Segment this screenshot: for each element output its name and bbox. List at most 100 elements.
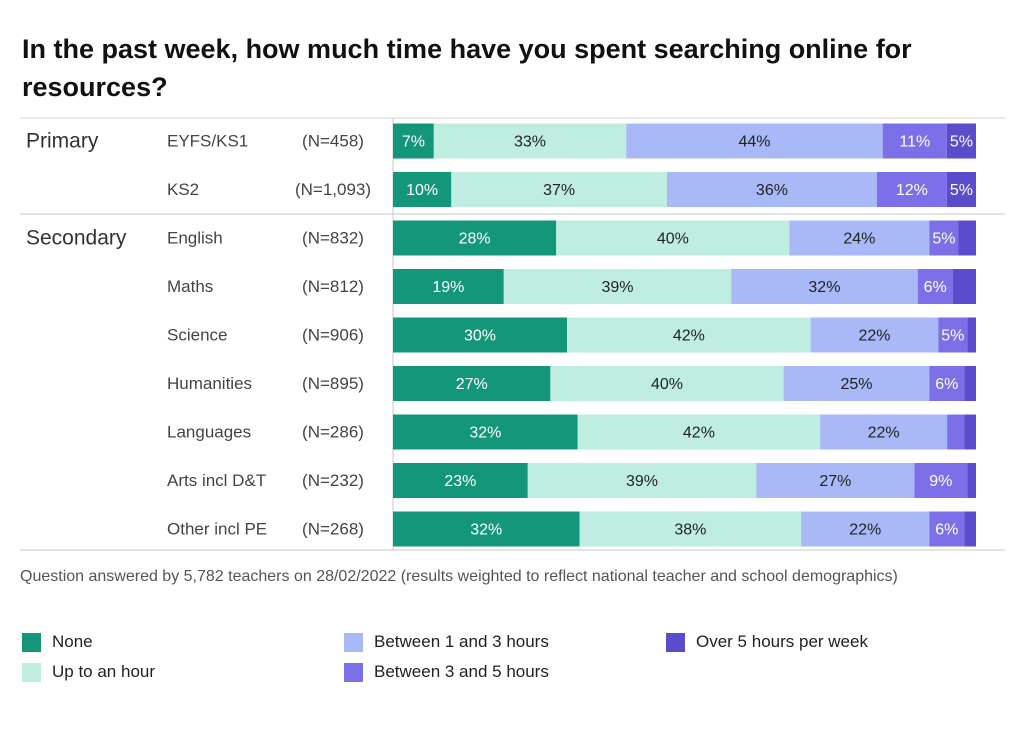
legend-swatch-up-to-an-hour [22,662,41,682]
data-label-languages-none: 32% [469,425,501,442]
legend: None Up to an hour Between 1 and 3 hours… [0,632,1024,692]
sample-size-other-incl-pe: (N=268) [302,520,364,539]
bar-segment-english-up-to-an-hour [556,220,790,256]
data-label-humanities-between-3-and-5-hours: 6% [935,376,958,393]
bar-segment-humanities-between-3-and-5-hours [929,366,965,401]
legend-label-none: None [52,632,93,651]
bar-segment-humanities-up-to-an-hour [550,366,784,401]
data-label-arts-incl-d-t-up-to-an-hour: 39% [626,473,658,490]
data-label-english-up-to-an-hour: 40% [657,231,689,248]
bar-segment-english-none [393,220,557,256]
bar-segment-ks2-between-1-and-3-hours [667,172,877,207]
data-label-english-between-1-and-3-hours: 24% [843,231,875,248]
sample-size-science: (N=906) [302,326,364,345]
legend-label-3-to-5-hours: Between 3 and 5 hours [374,662,549,681]
bar-segment-eyfs-ks1-none [393,123,434,159]
bar-segment-english-between-1-and-3-hours [789,220,930,256]
data-label-maths-up-to-an-hour: 39% [601,279,633,296]
bar-segment-languages-between-1-and-3-hours [820,414,948,450]
category-label-ks2: KS2 [167,180,199,199]
bar-segment-maths-between-1-and-3-hours [731,269,918,304]
bar-segment-languages-between-3-and-5-hours [947,414,965,450]
bar-segment-arts-incl-d-t-over-5-hours-per-week [967,463,976,498]
legend-item-1-to-3-hours: Between 1 and 3 hours [344,632,549,652]
category-label-languages: Languages [167,423,251,442]
data-label-maths-none: 19% [432,279,464,296]
bar-segment-languages-up-to-an-hour [577,414,821,450]
data-label-ks2-over-5-hours-per-week: 5% [950,182,973,199]
legend-item-over-5-hours: Over 5 hours per week [666,632,868,652]
data-label-arts-incl-d-t-between-1-and-3-hours: 27% [819,473,851,490]
data-label-science-none: 30% [464,328,496,345]
sample-size-arts-incl-d-t: (N=232) [302,471,364,490]
bar-segment-science-up-to-an-hour [567,317,811,353]
bar-segment-ks2-over-5-hours-per-week [946,172,976,207]
data-label-eyfs-ks1-none: 7% [402,134,425,151]
bar-segment-arts-incl-d-t-between-3-and-5-hours [914,463,968,498]
data-label-eyfs-ks1-between-1-and-3-hours: 44% [738,134,770,151]
category-label-humanities: Humanities [167,374,252,393]
bar-segment-languages-over-5-hours-per-week [964,414,976,450]
bar-segment-ks2-up-to-an-hour [451,172,668,207]
sample-size-english: (N=832) [302,229,364,248]
legend-swatch-1-to-3-hours [344,632,363,652]
bar-segment-other-incl-pe-over-5-hours-per-week [964,511,976,547]
bar-segment-arts-incl-d-t-between-1-and-3-hours [756,463,915,498]
data-label-arts-incl-d-t-none: 23% [444,473,476,490]
data-label-languages-up-to-an-hour: 42% [683,425,715,442]
data-label-ks2-between-3-and-5-hours: 12% [896,182,928,199]
stacked-bar-chart: Primary EYFS/KS1 (N=458) 7% 33% 44% 11% 5% KS2 (N… [20,117,1005,551]
footnote: Question answered by 5,782 teachers on 2… [20,568,898,585]
bar-segment-other-incl-pe-between-1-and-3-hours [801,511,930,547]
bar-segment-eyfs-ks1-up-to-an-hour [433,123,627,159]
bar-segment-maths-up-to-an-hour [503,269,732,304]
bar-segment-english-between-3-and-5-hours [929,220,959,256]
data-label-english-between-3-and-5-hours: 5% [932,231,955,248]
group-label-primary: Primary [26,130,99,153]
sample-size-maths: (N=812) [302,277,364,296]
bar-segment-other-incl-pe-up-to-an-hour [579,511,802,547]
bar-segment-science-none [393,317,568,353]
bar-segment-arts-incl-d-t-none [393,463,528,498]
bar-segment-english-over-5-hours-per-week [958,220,976,256]
bar-segment-humanities-over-5-hours-per-week [964,366,976,401]
category-label-maths: Maths [167,277,213,296]
data-label-science-between-3-and-5-hours: 5% [941,328,964,345]
legend-label-over-5-hours: Over 5 hours per week [696,632,868,651]
category-label-eyfs-ks1: EYFS/KS1 [167,132,248,151]
data-label-maths-between-1-and-3-hours: 32% [808,279,840,296]
legend-swatch-none [22,632,41,652]
bar-segment-other-incl-pe-between-3-and-5-hours [929,511,965,547]
legend-item-none: None [22,632,93,652]
bar-segment-science-between-3-and-5-hours [938,317,968,353]
data-label-other-incl-pe-between-1-and-3-hours: 22% [849,522,881,539]
legend-swatch-3-to-5-hours [344,662,363,682]
bar-segment-science-over-5-hours-per-week [967,317,976,353]
data-label-other-incl-pe-none: 32% [470,522,502,539]
data-label-ks2-none: 10% [406,182,438,199]
legend-label-1-to-3-hours: Between 1 and 3 hours [374,632,549,651]
sample-size-humanities: (N=895) [302,374,364,393]
bar-segment-languages-none [393,414,578,450]
data-label-other-incl-pe-between-3-and-5-hours: 6% [935,522,958,539]
sample-size-eyfs-ks1: (N=458) [302,132,364,151]
bar-segment-maths-over-5-hours-per-week [952,269,976,304]
data-label-eyfs-ks1-between-3-and-5-hours: 11% [899,134,930,151]
legend-swatch-over-5-hours [666,632,685,652]
legend-item-3-to-5-hours: Between 3 and 5 hours [344,662,549,682]
sample-size-languages: (N=286) [302,423,364,442]
data-label-ks2-up-to-an-hour: 37% [543,182,575,199]
data-label-humanities-none: 27% [456,376,488,393]
chart-title: In the past week, how much time have you… [22,34,912,102]
bar-segment-arts-incl-d-t-up-to-an-hour [527,463,757,498]
data-label-science-between-1-and-3-hours: 22% [858,328,890,345]
category-label-other-incl-pe: Other incl PE [167,520,267,539]
bar-segment-science-between-1-and-3-hours [810,317,939,353]
data-label-humanities-between-1-and-3-hours: 25% [840,376,872,393]
bar-segment-eyfs-ks1-between-3-and-5-hours [882,123,947,159]
bar-segment-ks2-between-3-and-5-hours [876,172,947,207]
data-label-languages-between-1-and-3-hours: 22% [868,425,900,442]
data-label-maths-between-3-and-5-hours: 6% [924,279,947,296]
bar-segment-humanities-none [393,366,551,401]
data-label-other-incl-pe-up-to-an-hour: 38% [674,522,706,539]
